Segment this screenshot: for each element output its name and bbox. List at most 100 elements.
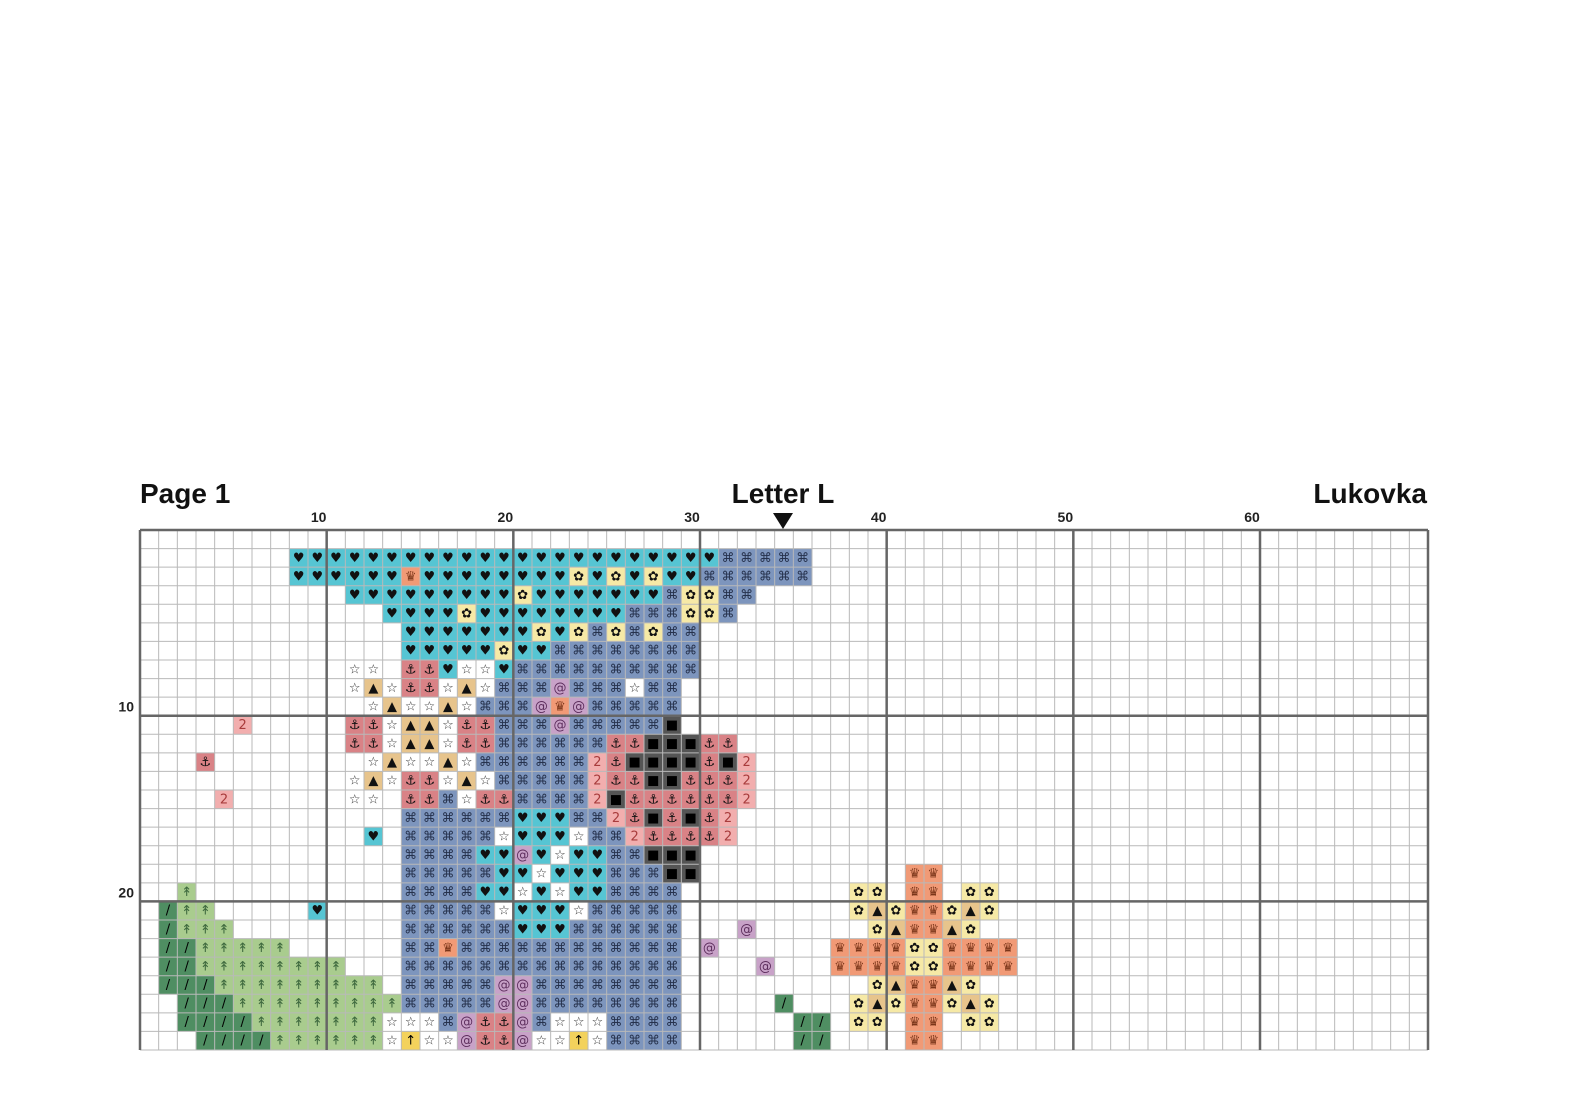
stitch-symbol: ☆ [386, 681, 398, 696]
stitch-symbol: ☆ [554, 1015, 566, 1030]
stitch [756, 957, 775, 976]
stitch [606, 697, 626, 716]
stitch-symbol: ♥ [666, 551, 678, 566]
stitch-symbol: ⌘ [703, 569, 716, 584]
stitch-symbol: ♛ [928, 997, 940, 1012]
stitch-symbol: ☆ [442, 1034, 454, 1049]
stitch-symbol: ▲ [966, 997, 976, 1012]
stitch-symbol: ⌘ [610, 867, 623, 882]
stitch [345, 567, 364, 586]
stitch [588, 790, 607, 809]
stitch-symbol: ☆ [554, 885, 566, 900]
stitch-symbol: ↟ [331, 959, 342, 974]
stitch-symbol: ⌘ [479, 922, 492, 937]
stitch [457, 808, 476, 828]
stitch-symbol: ♥ [368, 829, 380, 844]
stitch [662, 882, 682, 902]
stitch [606, 715, 626, 735]
stitch-symbol: ♛ [1002, 959, 1014, 974]
stitch-symbol: ⚓ [424, 662, 436, 677]
stitch [438, 715, 458, 735]
stitch-symbol: ♥ [536, 885, 548, 900]
stitch [569, 827, 588, 846]
stitch-symbol: ↟ [256, 978, 267, 993]
stitch [270, 994, 290, 1013]
stitch [476, 882, 495, 902]
stitch [252, 1012, 271, 1032]
stitch [644, 622, 663, 642]
stitch-symbol: ↟ [219, 941, 230, 956]
stitch-symbol: ■ [610, 792, 622, 807]
stitch-symbol: / [222, 1034, 227, 1049]
stitch [420, 1031, 439, 1050]
stitch-symbol: ☆ [554, 1034, 566, 1049]
stitch [681, 808, 700, 828]
stitch [532, 920, 551, 939]
stitch-symbol: / [166, 978, 171, 993]
stitch [196, 1031, 215, 1050]
stitch-symbol: ♥ [592, 569, 604, 584]
stitch-symbol: ⌘ [628, 607, 641, 622]
stitch [270, 938, 290, 958]
stitch-symbol: ■ [685, 755, 697, 770]
stitch-symbol: ⌘ [442, 829, 455, 844]
stitch-symbol: ↟ [275, 941, 286, 956]
stitch [718, 752, 738, 772]
stitch [401, 790, 420, 809]
stitch [569, 660, 588, 679]
stitch-symbol: ⌘ [591, 644, 604, 659]
stitch-symbol: ♛ [853, 941, 865, 956]
stitch-symbol: ♛ [928, 904, 940, 919]
stitch [588, 734, 607, 753]
stitch [588, 901, 607, 920]
stitch [644, 1012, 663, 1032]
stitch [588, 975, 607, 995]
stitch [420, 604, 439, 623]
stitch [625, 678, 644, 698]
stitch-symbol: ↟ [349, 997, 360, 1012]
stitch-symbol: ▲ [947, 922, 957, 937]
stitch [420, 957, 439, 976]
stitch [606, 678, 626, 698]
stitch [606, 622, 626, 642]
stitch-symbol: ⌘ [423, 811, 436, 826]
stitch [644, 790, 663, 809]
stitch-symbol: ⌘ [498, 737, 511, 752]
stitch-symbol: ♥ [405, 588, 417, 603]
stitch [476, 864, 495, 883]
stitch-symbol: ⌘ [610, 644, 623, 659]
stitch [569, 715, 588, 735]
stitch-symbol: ↟ [331, 1015, 342, 1030]
stitch-symbol: ⌘ [610, 922, 623, 937]
stitch-symbol: ⌘ [647, 941, 660, 956]
stitch-symbol: ✿ [909, 959, 920, 974]
stitch [438, 734, 458, 753]
stitch [476, 622, 495, 642]
stitch [494, 845, 514, 865]
stitch [886, 957, 906, 976]
stitch-symbol: ♥ [424, 551, 436, 566]
stitch-symbol: ♥ [592, 867, 604, 882]
stitch [532, 771, 551, 790]
stitch [550, 864, 570, 883]
stitch-symbol: ⌘ [666, 699, 679, 714]
stitch [364, 827, 383, 846]
stitch [382, 678, 402, 698]
designer-name: Lukovka [1313, 478, 1427, 509]
stitch-symbol: ⌘ [460, 922, 473, 937]
stitch [569, 734, 588, 753]
stitch [550, 771, 570, 790]
stitch-symbol: ♥ [480, 848, 492, 863]
stitch-symbol: ♥ [405, 644, 417, 659]
stitch-symbol: ↟ [312, 959, 323, 974]
stitch-symbol: ⚓ [704, 829, 716, 844]
stitch-symbol: ♥ [405, 625, 417, 640]
stitch [457, 660, 476, 679]
stitch-symbol: / [184, 1015, 189, 1030]
stitch [532, 678, 551, 698]
center-arrow [773, 513, 793, 529]
stitch [905, 957, 924, 976]
stitch [252, 957, 271, 976]
stitch [569, 604, 588, 623]
stitch [289, 957, 308, 976]
